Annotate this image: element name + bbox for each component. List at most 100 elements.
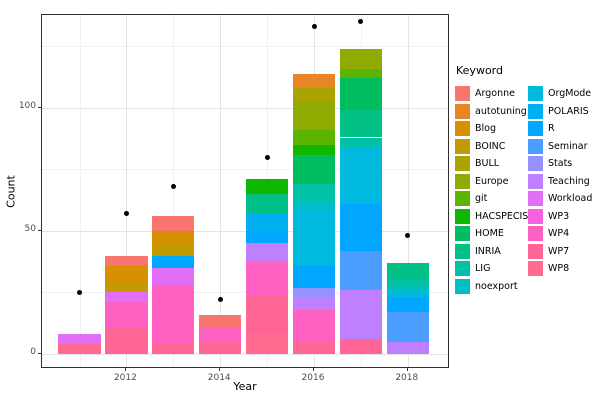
bar-segment-home (339, 78, 382, 111)
gridline-x-major (126, 15, 128, 367)
legend-swatch (455, 243, 470, 259)
plot-panel (41, 14, 449, 368)
gridline-x-minor (173, 15, 175, 367)
legend-swatch (528, 103, 543, 119)
gridline-y-minor (42, 292, 448, 294)
bar-segment-wp7 (339, 339, 382, 354)
legend-swatch (528, 226, 543, 242)
legend-label: noexport (475, 280, 518, 292)
gridline-y-minor (42, 169, 448, 171)
legend-item-bull: BULL (455, 155, 528, 173)
x-tick-mark (125, 368, 127, 371)
x-tick-label: 2014 (207, 373, 231, 383)
bar-segment-wp4 (152, 285, 195, 345)
legend-swatch (455, 103, 470, 119)
legend-item-lig: LIG (455, 260, 528, 278)
legend-item-git: git (455, 190, 528, 208)
legend-swatch (455, 208, 470, 224)
bar-segment-argonne (105, 255, 148, 266)
legend-item-wp8: WP8 (528, 260, 592, 278)
legend-label: WP3 (548, 210, 570, 222)
gridline-x-minor (79, 15, 81, 367)
legend-item-wp3: WP3 (528, 208, 592, 226)
legend-item-wp4: WP4 (528, 225, 592, 243)
bar-segment-workload (152, 267, 195, 286)
bar-segment-workload (105, 292, 148, 303)
legend-swatch (528, 191, 543, 207)
legend-item-boinc: BOINC (455, 138, 528, 156)
data-point (77, 289, 83, 295)
legend-label: BULL (475, 158, 500, 170)
gridline-y-major (42, 353, 448, 355)
bar-segment-teaching (386, 341, 429, 354)
legend-label: POLARIS (548, 105, 589, 117)
legend-swatch (528, 138, 543, 154)
legend-item-blog: Blog (455, 120, 528, 138)
y-tick-mark (38, 106, 41, 108)
legend-swatch (455, 278, 470, 294)
bar-segment-argonne (199, 314, 242, 327)
legend-title: Keyword (456, 64, 503, 77)
bar-segment-wp7 (199, 341, 242, 354)
legend-swatch (528, 173, 543, 189)
bar-segment-blog (105, 265, 148, 283)
y-tick-mark (38, 352, 41, 354)
legend-item-inria: INRIA (455, 243, 528, 261)
bar-segment-orgmode (386, 290, 429, 298)
legend-column-2: OrgMode POLARIS R Seminar Stats Teaching Workl… (528, 85, 592, 295)
legend-swatch (528, 208, 543, 224)
bar-segment-workload (58, 334, 101, 345)
bar-segment-seminar (339, 250, 382, 291)
legend-item-workload: Workload (528, 190, 592, 208)
y-tick-label: 50 (24, 224, 36, 235)
legend-label: WP7 (548, 245, 570, 257)
bar-segment-wp8 (58, 344, 101, 354)
bar-segment-wp7 (292, 341, 336, 354)
data-point (358, 19, 364, 25)
gridline-y-major (42, 230, 448, 232)
x-axis-title: Year (233, 380, 257, 393)
legend-item-polaris: POLARIS (528, 103, 592, 121)
legend-swatch (455, 261, 470, 277)
legend-swatch (455, 156, 470, 172)
bar-segment-argonne (152, 216, 195, 231)
bar-segment-teaching (246, 243, 289, 261)
bar-segment-inria (386, 262, 429, 281)
legend-item-orgmode: OrgMode (528, 85, 592, 103)
legend-label: OrgMode (548, 88, 592, 100)
bar-segment-wp7 (246, 294, 289, 335)
legend-item-autotuning: autotuning (455, 103, 528, 121)
legend-swatch (528, 86, 543, 102)
y-tick-mark (38, 229, 41, 231)
bar-segment-bull (292, 88, 336, 101)
bar-segment-home (292, 154, 336, 185)
bar-segment-wp4 (199, 326, 242, 342)
legend-item-home: HOME (455, 225, 528, 243)
legend-label: LIG (475, 263, 491, 275)
bar-segment-wp4 (292, 309, 336, 342)
bar-segment-orgmode (339, 147, 382, 204)
legend-label: Seminar (548, 140, 588, 152)
x-tick-label: 2016 (301, 373, 325, 383)
bar-segment-europe (292, 100, 336, 131)
bar-segment-wp4 (105, 302, 148, 327)
bar-segment-lig (292, 184, 336, 202)
legend-swatch (528, 261, 543, 277)
legend-swatch (455, 86, 470, 102)
legend-columns: Argonne autotuning Blog BOINC BULL Europe git H… (455, 85, 597, 295)
y-tick-label: 0 (30, 347, 36, 358)
bar-segment-boinc (152, 243, 195, 256)
data-point (311, 24, 317, 30)
bar-segment-r (246, 230, 289, 244)
legend-column-1: Argonne autotuning Blog BOINC BULL Europe git H… (455, 85, 528, 295)
legend-swatch (455, 138, 470, 154)
bar-segment-r (386, 297, 429, 313)
legend-label: HACSPECIS (475, 210, 529, 222)
bar-segment-inria (339, 110, 382, 138)
gridline-x-major (220, 15, 222, 367)
bar-segment-europe (339, 48, 382, 69)
data-point (123, 211, 129, 217)
legend-label: Teaching (548, 175, 590, 187)
legend-item-stats: Stats (528, 155, 592, 173)
legend-item-seminar: Seminar (528, 138, 592, 156)
